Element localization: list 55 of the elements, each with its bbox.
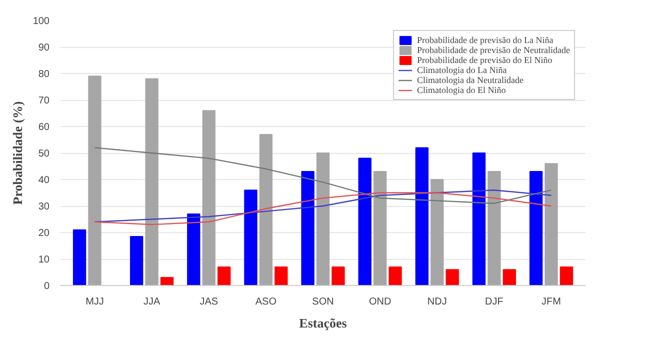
y-tick-label: 10 [38,254,50,266]
y-tick-label: 70 [38,96,50,106]
y-tick-label: 60 [38,122,50,133]
bar [72,229,86,286]
y-tick-label: 50 [38,148,50,160]
bar [472,152,486,286]
y-tick-label: 100 [32,16,50,27]
y-axis-title: Probabilidade (%) [10,101,25,205]
legend-label: Probabilidade de previsão do El Niño [417,55,552,65]
bar [316,152,330,286]
bar [187,213,200,286]
legend-label: Probabilidade de previsão de Neutralidade [417,45,570,55]
bar [502,269,516,286]
bar [388,266,402,286]
bar [145,78,158,286]
bar [88,76,102,286]
y-tick-label: 40 [38,175,50,186]
legend-label: Probabilidade de previsão do La Niña [417,35,554,45]
x-axis-title: Estações [299,316,347,330]
x-tick-label: ASO [255,296,277,308]
x-tick-label: NDJ [427,296,447,308]
bar [274,266,288,286]
bar [560,266,574,286]
x-tick-label: JJA [143,296,160,308]
y-tick-label: 80 [38,69,50,80]
bar [332,266,345,286]
bar [430,179,444,286]
legend-label: Climatologia da Neutralidade [417,75,524,85]
x-tick-label: SON [312,296,334,308]
y-tick-label: 20 [38,228,50,239]
bar [544,163,558,286]
x-tick-label: OND [368,296,392,308]
bar [301,171,314,286]
bar [160,277,174,286]
bar [244,190,258,286]
bar [415,147,428,286]
line-series [94,147,552,204]
legend-label: Climatologia do La Niña [417,65,507,75]
bar [488,171,501,286]
bar [259,134,273,286]
y-tick-label: 30 [38,202,50,212]
x-tick-label: MJJ [86,296,104,308]
bar [358,158,372,286]
x-tick-label: JFM [542,296,561,308]
legend-label: Climatologia do El Niño [417,85,506,95]
bar [446,269,459,286]
y-tick-label: 90 [38,42,50,54]
bar [202,110,216,286]
bar [529,171,543,286]
bar [218,266,231,286]
x-tick-label: DJF [485,296,504,308]
y-tick-label: 0 [44,281,50,292]
bar [130,236,144,286]
x-tick-label: JAS [200,296,218,308]
bar [373,171,387,286]
